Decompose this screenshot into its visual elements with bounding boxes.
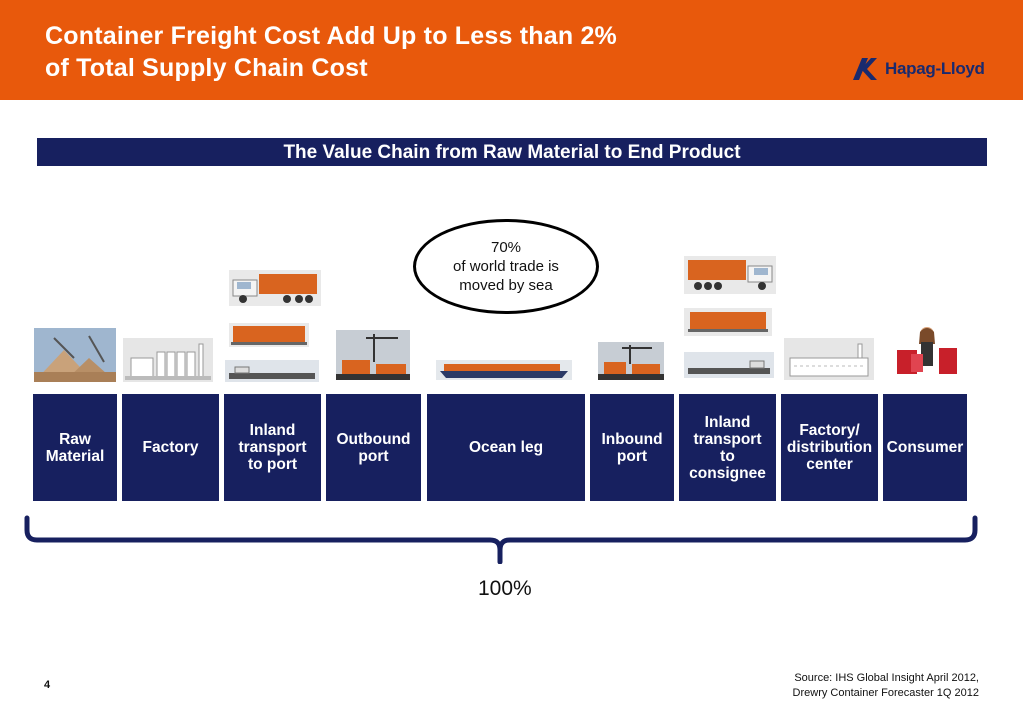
title-line-1: Container Freight Cost Add Up to Less th… (45, 22, 617, 50)
source-note: Source: IHS Global Insight April 2012, D… (760, 671, 979, 701)
consignee-barge-image (684, 352, 774, 378)
chain-box-outbound-port: Outbound port (326, 394, 421, 501)
hapag-lloyd-logo: Hapag-Lloyd (853, 57, 985, 81)
factory-image (123, 338, 213, 382)
chain-box-raw-material: Raw Material (33, 394, 117, 501)
distribution-center-image (784, 338, 874, 380)
chain-box-inland-to-consignee: Inland transport to consignee (679, 394, 776, 501)
chain-box-distribution-center: Factory/ distribution center (781, 394, 878, 501)
rail-container-image (229, 323, 309, 347)
consignee-truck-image (684, 256, 776, 294)
callout-percent: 70% (490, 239, 522, 256)
outbound-port-image (336, 330, 410, 380)
page-number: 4 (44, 679, 51, 691)
truck-image (229, 270, 321, 306)
consumer-image (891, 324, 963, 380)
chain-box-inland-to-port: Inland transport to port (224, 394, 321, 501)
logo-text: Hapag-Lloyd (885, 59, 985, 78)
title-line-2: of Total Supply Chain Cost (45, 54, 368, 82)
chain-box-ocean-leg: Ocean leg (427, 394, 585, 501)
total-brace (24, 515, 978, 564)
chain-box-consumer: Consumer (883, 394, 967, 501)
barge-image (225, 360, 319, 382)
sea-trade-callout: 70% of world trade is moved by sea (413, 219, 599, 314)
raw-material-image (34, 328, 116, 382)
header-bar: Container Freight Cost Add Up to Less th… (0, 0, 1023, 100)
slide-title: Container Freight Cost Add Up to Less th… (45, 20, 617, 84)
inbound-port-image (598, 342, 664, 380)
consignee-rail-image (684, 308, 772, 336)
callout-line-3: moved by sea (459, 277, 553, 294)
callout-line-2: of world trade is (453, 258, 559, 275)
section-banner: The Value Chain from Raw Material to End… (37, 138, 987, 166)
source-line-1: Source: IHS Global Insight April 2012, (794, 672, 979, 684)
source-line-2: Drewry Container Forecaster 1Q 2012 (792, 687, 979, 699)
logo-mark-icon (853, 58, 877, 80)
chain-box-inbound-port: Inbound port (590, 394, 674, 501)
total-percent: 100% (478, 577, 532, 600)
chain-box-factory: Factory (122, 394, 219, 501)
container-ship-image (436, 360, 572, 380)
